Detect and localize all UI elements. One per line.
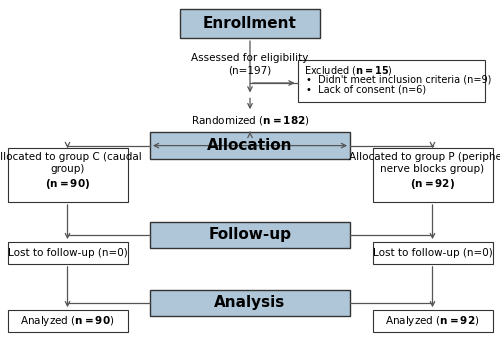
Text: Enrollment: Enrollment bbox=[203, 16, 297, 31]
Text: $\bf{(n=90)}$: $\bf{(n=90)}$ bbox=[45, 177, 90, 191]
Text: Assessed for eligibility
(n=197): Assessed for eligibility (n=197) bbox=[192, 53, 308, 75]
FancyBboxPatch shape bbox=[8, 310, 128, 332]
Text: $\bf{(n=92)}$: $\bf{(n=92)}$ bbox=[410, 177, 455, 191]
FancyBboxPatch shape bbox=[150, 290, 350, 316]
FancyBboxPatch shape bbox=[372, 310, 492, 332]
FancyBboxPatch shape bbox=[8, 148, 128, 202]
Text: Analyzed ($\bf{n=92}$): Analyzed ($\bf{n=92}$) bbox=[386, 314, 480, 328]
FancyBboxPatch shape bbox=[180, 9, 320, 38]
Text: Allocated to group P (peripheral
nerve blocks group): Allocated to group P (peripheral nerve b… bbox=[349, 152, 500, 174]
FancyBboxPatch shape bbox=[372, 242, 492, 264]
Text: Follow-up: Follow-up bbox=[208, 227, 292, 242]
Text: Allocated to group C (caudal
group): Allocated to group C (caudal group) bbox=[0, 152, 142, 174]
FancyBboxPatch shape bbox=[150, 132, 350, 159]
FancyBboxPatch shape bbox=[298, 60, 485, 102]
FancyBboxPatch shape bbox=[372, 148, 492, 202]
FancyBboxPatch shape bbox=[8, 242, 128, 264]
Text: Randomized ($\bf{n=182}$): Randomized ($\bf{n=182}$) bbox=[190, 114, 310, 127]
Text: Lost to follow-up (n=0): Lost to follow-up (n=0) bbox=[8, 248, 128, 258]
Text: Analyzed ($\bf{n=90}$): Analyzed ($\bf{n=90}$) bbox=[20, 314, 114, 328]
Text: Allocation: Allocation bbox=[208, 138, 293, 153]
Text: •  Lack of consent (n=6): • Lack of consent (n=6) bbox=[306, 85, 426, 95]
Text: Excluded ($\bf{n=15}$): Excluded ($\bf{n=15}$) bbox=[304, 64, 392, 77]
Text: Analysis: Analysis bbox=[214, 295, 286, 310]
Text: •  Didn't meet inclusion criteria (n=9): • Didn't meet inclusion criteria (n=9) bbox=[306, 75, 492, 84]
Text: Lost to follow-up (n=0): Lost to follow-up (n=0) bbox=[372, 248, 492, 258]
FancyBboxPatch shape bbox=[150, 222, 350, 248]
